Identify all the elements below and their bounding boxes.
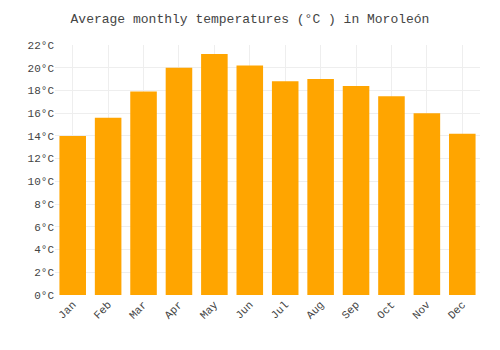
svg-text:Feb: Feb — [92, 299, 114, 321]
svg-text:Average monthly temperatures (: Average monthly temperatures (°C ) in Mo… — [71, 12, 430, 27]
svg-text:Jun: Jun — [233, 299, 255, 321]
svg-text:16°C: 16°C — [28, 108, 55, 120]
svg-text:14°C: 14°C — [28, 131, 55, 143]
svg-text:10°C: 10°C — [28, 176, 55, 188]
svg-text:8°C: 8°C — [34, 199, 54, 211]
svg-text:Sep: Sep — [340, 299, 362, 321]
svg-text:0°C: 0°C — [34, 290, 54, 302]
svg-text:Oct: Oct — [375, 299, 397, 321]
svg-text:Dec: Dec — [446, 299, 468, 321]
svg-text:Jan: Jan — [56, 299, 78, 321]
svg-text:Aug: Aug — [304, 299, 326, 321]
svg-text:Nov: Nov — [410, 299, 433, 322]
svg-text:Jul: Jul — [269, 299, 291, 321]
svg-text:18°C: 18°C — [28, 85, 55, 97]
svg-text:4°C: 4°C — [34, 244, 54, 256]
svg-text:20°C: 20°C — [28, 63, 55, 75]
svg-text:2°C: 2°C — [34, 267, 54, 279]
svg-text:May: May — [198, 299, 221, 322]
svg-text:Apr: Apr — [162, 299, 184, 321]
svg-text:Mar: Mar — [127, 299, 149, 321]
svg-text:22°C: 22°C — [28, 40, 55, 52]
svg-text:6°C: 6°C — [34, 222, 54, 234]
svg-text:12°C: 12°C — [28, 153, 55, 165]
